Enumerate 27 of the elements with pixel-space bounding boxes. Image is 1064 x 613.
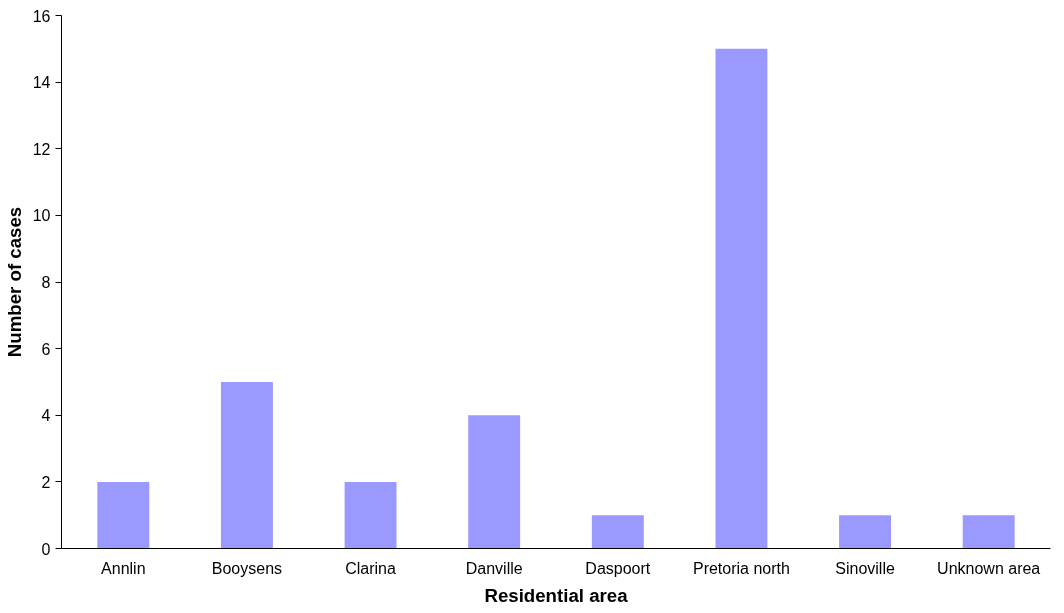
y-tick-label: 2 <box>41 473 51 491</box>
bar <box>344 481 397 549</box>
y-tick-label: 8 <box>41 274 51 291</box>
x-tick-label: Booysens <box>211 559 283 577</box>
bar <box>839 515 892 549</box>
bar <box>715 48 768 549</box>
y-tick-label: 4 <box>41 407 51 425</box>
x-tick-label: Clarina <box>345 559 397 577</box>
x-axis-title: Residential area <box>484 584 629 606</box>
bar <box>220 381 273 549</box>
bar <box>468 415 521 549</box>
x-tick-label: Daspoort <box>585 559 651 577</box>
y-tick-label: 6 <box>41 340 51 358</box>
y-tick-label: 12 <box>32 140 51 158</box>
bar <box>962 515 1015 549</box>
bar <box>591 515 644 549</box>
y-tick-label: 0 <box>41 540 51 558</box>
bar <box>97 481 150 549</box>
x-tick-label: Danville <box>465 559 523 577</box>
x-tick-label: Unknown area <box>937 559 1041 577</box>
y-tick-label: 10 <box>32 207 51 225</box>
x-tick-label: Sinoville <box>835 559 895 577</box>
x-tick-label: Annlin <box>101 559 146 577</box>
x-tick-label: Pretoria north <box>692 559 790 577</box>
y-tick-label: 16 <box>32 7 51 25</box>
y-tick-label: 14 <box>32 74 51 92</box>
y-axis-title: Number of cases <box>3 206 25 358</box>
